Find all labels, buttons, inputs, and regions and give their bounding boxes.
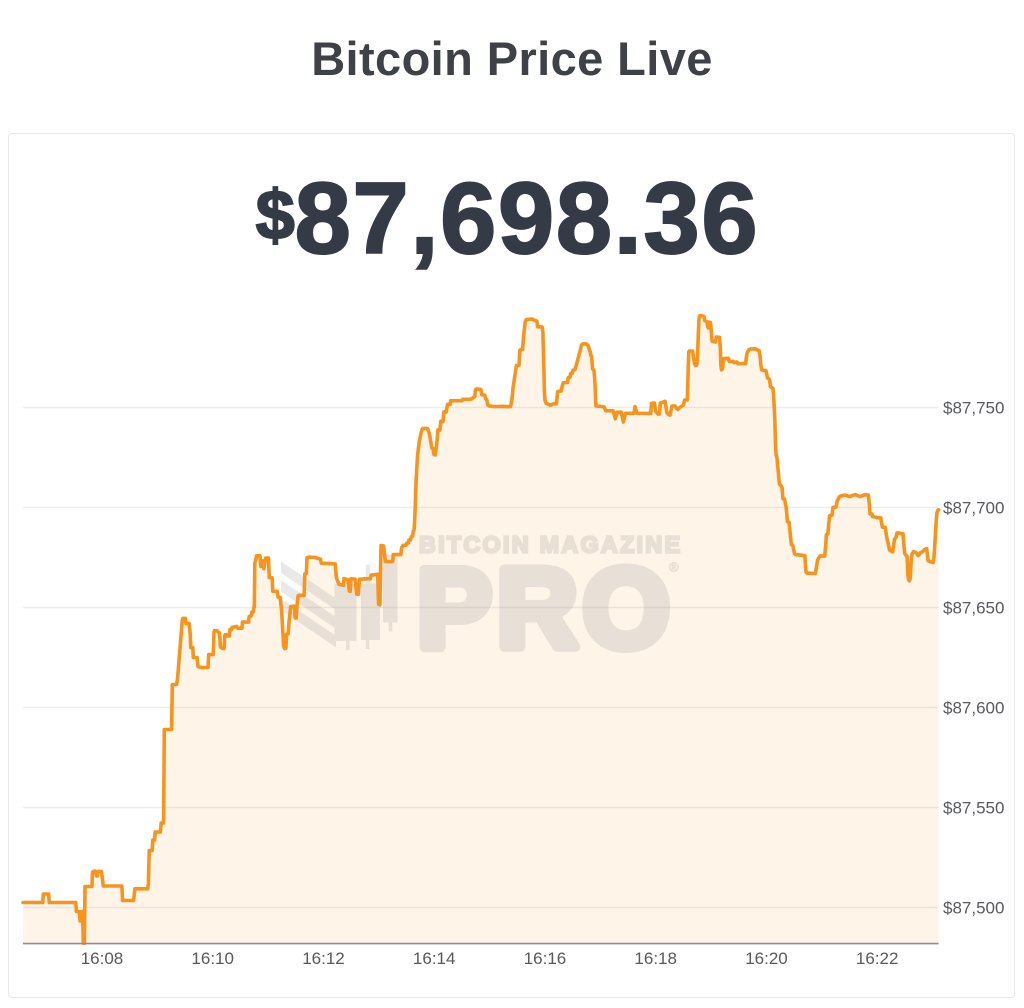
- svg-text:$87,750: $87,750: [943, 399, 1004, 418]
- svg-text:16:08: 16:08: [81, 949, 124, 968]
- svg-text:16:12: 16:12: [302, 949, 345, 968]
- svg-text:16:14: 16:14: [413, 949, 456, 968]
- svg-text:16:22: 16:22: [856, 949, 899, 968]
- svg-text:$87,500: $87,500: [943, 899, 1004, 918]
- svg-text:$87,700: $87,700: [943, 499, 1004, 518]
- svg-text:$87,600: $87,600: [943, 699, 1004, 718]
- svg-text:®: ®: [669, 560, 679, 575]
- svg-text:BITCOIN MAGAZINE: BITCOIN MAGAZINE: [419, 531, 682, 557]
- svg-text:PRO: PRO: [417, 546, 675, 671]
- svg-text:16:10: 16:10: [191, 949, 234, 968]
- svg-text:$87,550: $87,550: [943, 799, 1004, 818]
- svg-text:$87,650: $87,650: [943, 599, 1004, 618]
- svg-text:16:18: 16:18: [634, 949, 677, 968]
- svg-text:16:16: 16:16: [524, 949, 567, 968]
- svg-text:16:20: 16:20: [745, 949, 788, 968]
